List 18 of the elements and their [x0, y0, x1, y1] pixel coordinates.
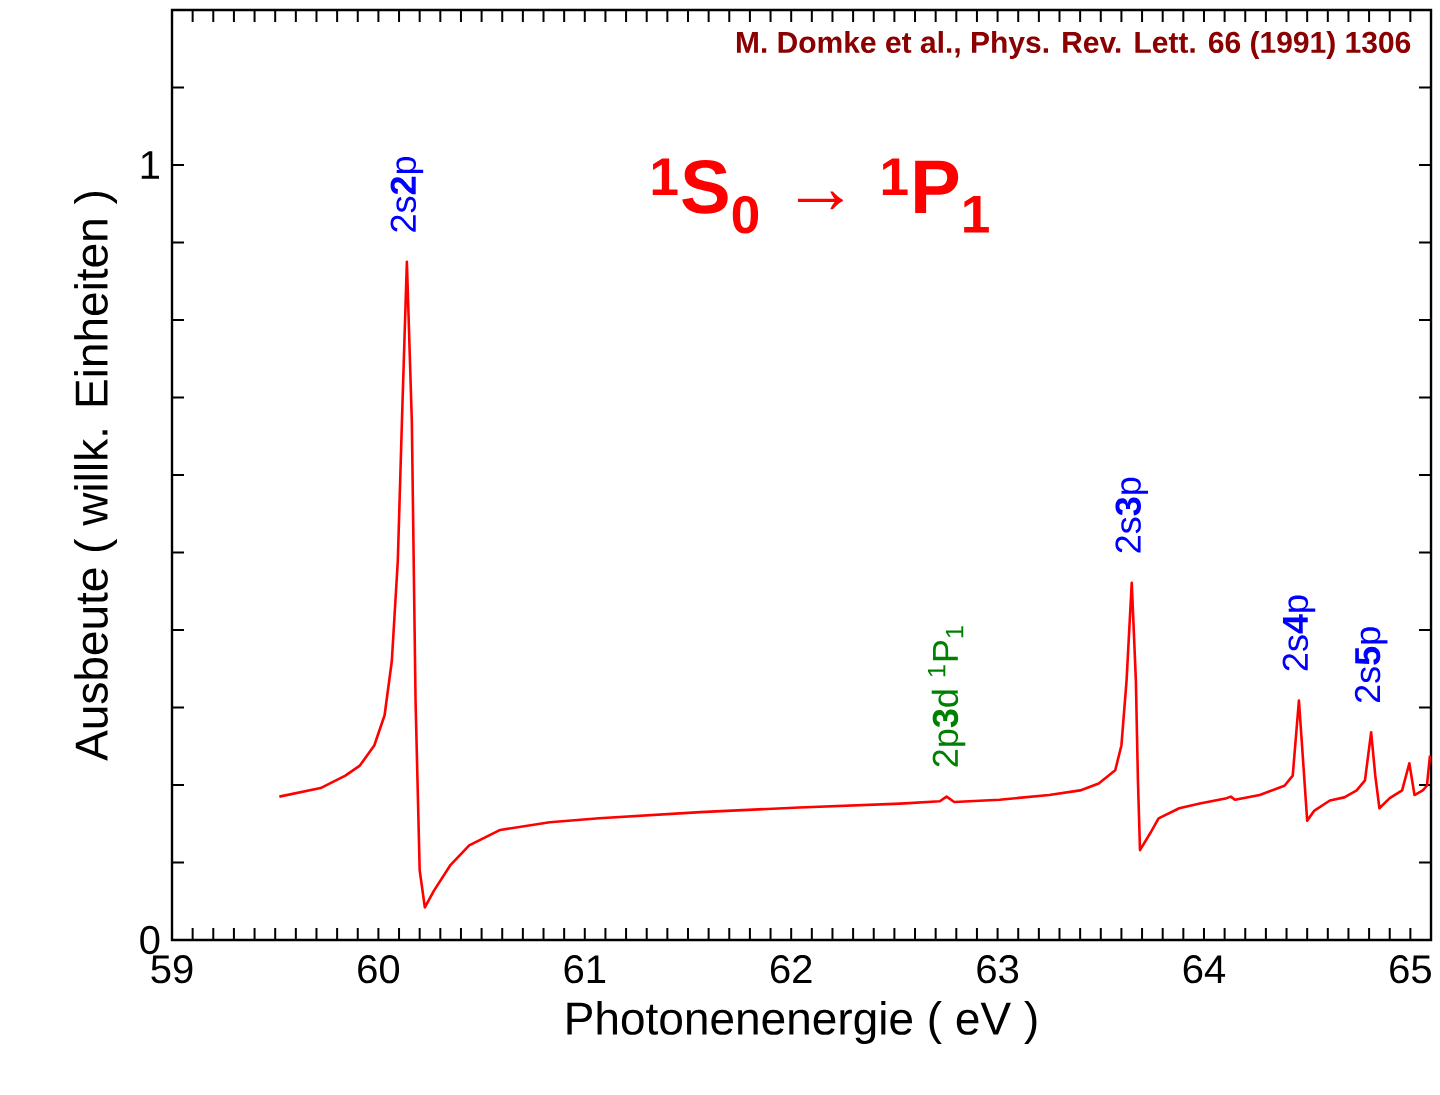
x-axis-title: Photonenenergie ( eV )	[567, 1001, 1037, 1044]
annotation: 2s2p	[390, 156, 424, 232]
annotation: 2s3p	[1115, 477, 1149, 553]
x-tick-label: 63	[977, 955, 1019, 984]
x-tick-label: 60	[358, 955, 400, 984]
x-tick-label: 59	[151, 955, 193, 984]
annotation: $^{1}$S$_{0}$ → $^{1}$P$_{1}$	[652, 158, 989, 234]
annotation: M. Domke et al., Phys. Rev. Lett. 66 (1991) 1306	[736, 31, 1411, 59]
x-tick-label: 62	[770, 955, 812, 984]
y-axis-title: Ausbeute ( willk. Einheiten )	[74, 192, 117, 761]
annotation: 2p3d $^{1}$P$_{1}$	[927, 626, 966, 767]
y-tick-label: 1	[141, 151, 159, 179]
annotation: 2s5p	[1354, 627, 1388, 703]
annotation: 2s4p	[1282, 595, 1316, 671]
y-tick-label: 0	[140, 925, 160, 955]
x-tick-label: 61	[564, 955, 606, 984]
x-tick-label: 65	[1390, 955, 1431, 984]
x-tick-label: 64	[1183, 955, 1226, 984]
